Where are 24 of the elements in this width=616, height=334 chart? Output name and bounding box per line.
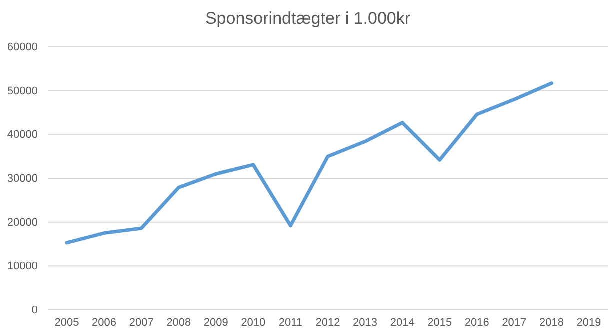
line-series (65, 82, 554, 245)
x-tick-label: 2010 (241, 316, 266, 329)
x-tick-label: 2015 (428, 316, 452, 329)
x-tick-label: 2007 (129, 316, 154, 329)
y-tick-label: 50000 (7, 85, 38, 98)
x-tick-label: 2009 (204, 316, 228, 329)
x-tick-label: 2013 (353, 316, 378, 329)
x-tick-label: 2006 (92, 316, 117, 329)
y-tick-label: 40000 (7, 129, 38, 142)
x-tick-label: 2012 (316, 316, 340, 329)
y-tick-label: 60000 (7, 42, 38, 54)
x-tick-label: 2017 (502, 316, 527, 329)
y-tick-label: 10000 (7, 260, 38, 273)
y-tick-label: 30000 (7, 173, 38, 186)
x-tick-label: 2011 (278, 316, 303, 329)
x-tick-label: 2008 (166, 316, 192, 329)
x-tick-label: 2005 (54, 316, 80, 329)
x-tick-label: 2019 (576, 316, 602, 329)
x-tick-label: 2016 (464, 316, 490, 329)
y-tick-label: 0 (32, 304, 38, 317)
x-tick-label: 2014 (390, 316, 415, 329)
y-tick-label: 20000 (7, 216, 38, 229)
x-tick-label: 2018 (539, 316, 564, 329)
chart-title: Sponsorindtægter i 1.000kr (205, 9, 411, 28)
